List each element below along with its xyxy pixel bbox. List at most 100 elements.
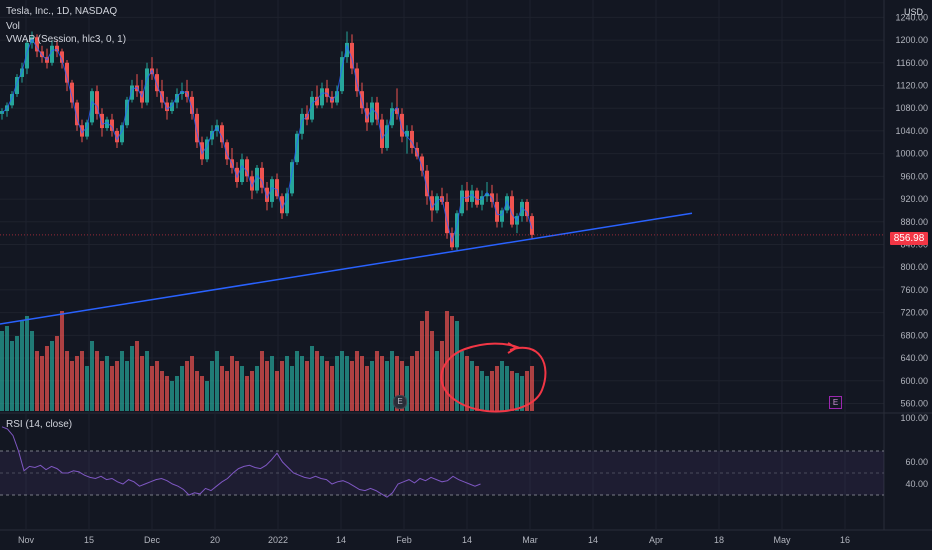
candle-body bbox=[285, 193, 289, 214]
price-tick-label: 720.00 bbox=[900, 308, 928, 318]
volume-bar bbox=[405, 366, 409, 411]
volume-bar bbox=[20, 321, 24, 411]
candle-body bbox=[35, 37, 39, 52]
price-tick-label: 1240.00 bbox=[895, 12, 928, 22]
volume-bar bbox=[300, 356, 304, 411]
candle-body bbox=[360, 91, 364, 109]
time-tick-label: Feb bbox=[396, 535, 412, 545]
price-tick-label: 920.00 bbox=[900, 194, 928, 204]
candle-body bbox=[165, 102, 169, 112]
time-tick-label: 20 bbox=[210, 535, 220, 545]
volume-bar bbox=[355, 351, 359, 411]
rsi-tick-label: 60.00 bbox=[905, 457, 928, 467]
volume-bar bbox=[120, 351, 124, 411]
volume-bar bbox=[175, 376, 179, 411]
volume-bar bbox=[170, 381, 174, 411]
volume-bar bbox=[180, 366, 184, 411]
volume-bar bbox=[130, 346, 134, 411]
volume-bar bbox=[115, 361, 119, 411]
volume-bar bbox=[285, 356, 289, 411]
volume-bar bbox=[345, 356, 349, 411]
rsi-tick-label: 40.00 bbox=[905, 479, 928, 489]
volume-bar bbox=[400, 361, 404, 411]
candle-body bbox=[240, 159, 244, 183]
annotation-arrow bbox=[507, 342, 518, 354]
candle-body bbox=[255, 167, 259, 191]
volume-bar bbox=[125, 361, 129, 411]
candle-body bbox=[335, 91, 339, 103]
volume-bar bbox=[420, 321, 424, 411]
candle-body bbox=[50, 45, 54, 63]
candle-body bbox=[385, 125, 389, 148]
volume-legend: Vol bbox=[6, 21, 20, 32]
volume-bar bbox=[25, 316, 29, 411]
volume-bar bbox=[40, 356, 44, 411]
vwap-legend: VWAP (Session, hlc3, 0, 1) bbox=[6, 34, 127, 45]
candle-body bbox=[505, 196, 509, 211]
price-tick-label: 640.00 bbox=[900, 353, 928, 363]
time-tick-label: May bbox=[773, 535, 791, 545]
candle-body bbox=[130, 85, 134, 100]
volume-bar bbox=[455, 321, 459, 411]
volume-bar bbox=[80, 351, 84, 411]
volume-bar bbox=[375, 351, 379, 411]
candle-body bbox=[500, 210, 504, 222]
vwap-line bbox=[1, 37, 533, 244]
volume-bar bbox=[525, 371, 529, 411]
volume-bar bbox=[390, 351, 394, 411]
price-tick-label: 1120.00 bbox=[896, 80, 928, 90]
volume-bar bbox=[475, 366, 479, 411]
candle-body bbox=[245, 159, 249, 177]
candle-body bbox=[370, 102, 374, 123]
candle-body bbox=[105, 119, 109, 129]
rsi-band bbox=[0, 451, 884, 495]
candle-body bbox=[95, 91, 99, 114]
candle-body bbox=[395, 108, 399, 114]
candle-body bbox=[380, 119, 384, 148]
volume-bar bbox=[195, 371, 199, 411]
time-tick-label: 2022 bbox=[268, 535, 288, 545]
volume-bar bbox=[425, 311, 429, 411]
volume-bar bbox=[150, 366, 154, 411]
volume-bar bbox=[360, 356, 364, 411]
volume-bar bbox=[10, 341, 14, 411]
candle-body bbox=[85, 122, 89, 137]
candle-body bbox=[90, 91, 94, 123]
volume-bar bbox=[495, 366, 499, 411]
event-marker[interactable]: E bbox=[393, 395, 407, 409]
time-tick-label: Dec bbox=[144, 535, 161, 545]
volume-bar bbox=[310, 346, 314, 411]
volume-bar bbox=[160, 371, 164, 411]
volume-bar bbox=[85, 366, 89, 411]
volume-bar bbox=[325, 361, 329, 411]
volume-bar bbox=[410, 356, 414, 411]
annotation-circle bbox=[440, 342, 547, 413]
candle-body bbox=[475, 190, 479, 205]
candle-body bbox=[420, 156, 424, 171]
candle-body bbox=[80, 125, 84, 137]
volume-bar bbox=[225, 371, 229, 411]
volume-bar bbox=[255, 366, 259, 411]
candle-body bbox=[425, 170, 429, 197]
candle-body bbox=[530, 216, 534, 235]
volume-bar bbox=[70, 361, 74, 411]
volume-bar bbox=[50, 341, 54, 411]
volume-bar bbox=[185, 361, 189, 411]
volume-bar bbox=[60, 311, 64, 411]
volume-bar bbox=[260, 351, 264, 411]
time-tick-label: 14 bbox=[462, 535, 472, 545]
trend-line bbox=[0, 212, 693, 325]
volume-bar bbox=[265, 361, 269, 411]
candle-body bbox=[120, 125, 124, 143]
earnings-marker[interactable]: E bbox=[829, 396, 842, 409]
candle-body bbox=[205, 139, 209, 160]
candle-body bbox=[225, 142, 229, 160]
volume-bar bbox=[530, 366, 534, 411]
candle-body bbox=[40, 51, 44, 58]
volume-bar bbox=[290, 366, 294, 411]
candle-body bbox=[485, 193, 489, 197]
volume-bar bbox=[395, 356, 399, 411]
volume-bar bbox=[430, 331, 434, 411]
volume-bar bbox=[365, 366, 369, 411]
